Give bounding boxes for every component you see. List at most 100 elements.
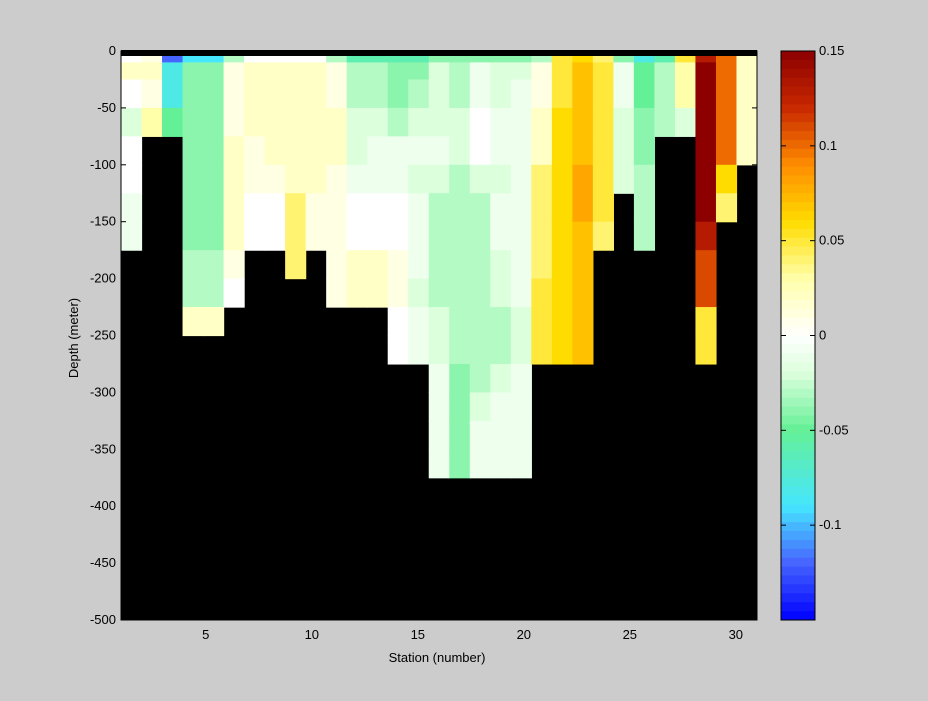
colorbar-tick-label: 0.15	[819, 43, 844, 58]
heatmap-cell	[633, 193, 656, 223]
heatmap-cell	[572, 278, 594, 308]
heatmap-cell	[715, 62, 738, 81]
heatmap-cell	[449, 193, 471, 223]
heatmap-cell	[449, 107, 471, 137]
heatmap-cell	[346, 79, 368, 109]
heatmap-cell	[572, 136, 594, 166]
heatmap-cell	[203, 51, 225, 63]
colorbar-step	[781, 522, 815, 532]
heatmap-cell	[244, 221, 266, 251]
heatmap-cell	[264, 79, 286, 109]
heatmap-cell	[469, 51, 491, 63]
heatmap-cell	[469, 62, 491, 81]
heatmap-cell	[367, 136, 389, 166]
heatmap-cell	[428, 79, 450, 109]
heatmap-cell	[449, 62, 471, 81]
heatmap-cell	[346, 250, 368, 280]
colorbar-step	[781, 415, 815, 425]
heatmap-cell	[449, 278, 471, 308]
heatmap-cell	[592, 221, 614, 251]
colorbar-tick-label: 0.1	[819, 138, 837, 153]
heatmap-cell	[510, 449, 532, 479]
heatmap-cell	[510, 79, 532, 109]
heatmap-cell	[285, 136, 307, 166]
colorbar-step	[781, 122, 815, 132]
heatmap-cell	[592, 62, 614, 81]
heatmap-cell	[203, 278, 225, 308]
heatmap-cell	[428, 221, 450, 251]
y-tick-label: -350	[90, 441, 116, 456]
heatmap-cell	[531, 164, 553, 194]
colorbar-step	[781, 602, 815, 612]
heatmap-cell	[182, 62, 204, 81]
x-tick-label: 15	[411, 627, 425, 642]
colorbar-tick-label: 0.05	[819, 233, 844, 248]
heatmap-cell	[654, 51, 676, 63]
heatmap-cell	[285, 221, 307, 251]
heatmap-cell	[510, 221, 532, 251]
heatmap-cell	[674, 62, 697, 81]
heatmap-cell	[695, 136, 717, 166]
heatmap-cell	[490, 420, 512, 450]
heatmap-cell	[346, 221, 368, 251]
heatmap-cell	[121, 164, 143, 194]
colorbar-step	[781, 139, 815, 150]
heatmap-cell	[633, 136, 656, 166]
heatmap-cell	[346, 164, 368, 194]
heatmap-cell	[223, 193, 245, 223]
heatmap-cell	[182, 221, 204, 251]
heatmap-cell	[264, 221, 286, 251]
heatmap-cell	[428, 250, 450, 280]
heatmap-cell	[736, 136, 758, 166]
heatmap-cell	[531, 107, 553, 137]
heatmap-cell	[203, 136, 225, 166]
heatmap-cell	[613, 79, 635, 109]
heatmap-cell	[551, 307, 573, 337]
colorbar-step	[781, 59, 815, 70]
heatmap-cell	[428, 193, 450, 223]
heatmap-cell	[408, 62, 430, 81]
heatmap-cell	[408, 79, 430, 109]
colorbar-step	[781, 513, 815, 523]
heatmap-cell	[613, 107, 635, 137]
heatmap-cell	[531, 335, 553, 365]
x-axis-label: Station (number)	[389, 650, 486, 665]
y-tick-label: -450	[90, 555, 116, 570]
heatmap-cell	[469, 420, 491, 450]
heatmap-cell	[613, 136, 635, 166]
heatmap-cell	[592, 193, 614, 223]
heatmap-cell	[223, 221, 245, 251]
heatmap-cell	[572, 62, 594, 81]
heatmap-cell	[715, 164, 738, 194]
heatmap-cell	[264, 193, 286, 223]
heatmap-cell	[695, 51, 717, 63]
heatmap-cell	[326, 136, 348, 166]
heatmap-cell	[572, 107, 594, 137]
heatmap-cell	[695, 79, 717, 109]
heatmap-cell	[408, 307, 430, 337]
heatmap-cell	[592, 51, 614, 63]
colorbar-step	[781, 495, 815, 505]
heatmap-cell	[551, 335, 573, 365]
heatmap-cell	[490, 79, 512, 109]
heatmap-cell	[387, 278, 409, 308]
colorbar-tick-label: -0.05	[819, 422, 849, 437]
colorbar-tick-label: 0	[819, 328, 826, 343]
heatmap-cell	[715, 51, 738, 63]
heatmap-cell	[182, 136, 204, 166]
heatmap-cell	[674, 79, 697, 109]
heatmap-cell	[490, 164, 512, 194]
heatmap-cell	[551, 164, 573, 194]
heatmap-cell	[510, 193, 532, 223]
heatmap-cell	[121, 79, 143, 109]
heatmap-cell	[387, 136, 409, 166]
y-tick-label: -500	[90, 612, 116, 627]
y-tick-label: -50	[97, 100, 116, 115]
heatmap-cell	[387, 164, 409, 194]
heatmap-cell	[531, 307, 553, 337]
heatmap-cell	[121, 107, 143, 137]
heatmap-cell	[367, 79, 389, 109]
heatmap-cell	[121, 221, 143, 251]
heatmap-cell	[305, 136, 327, 166]
heatmap-cell	[162, 107, 184, 137]
